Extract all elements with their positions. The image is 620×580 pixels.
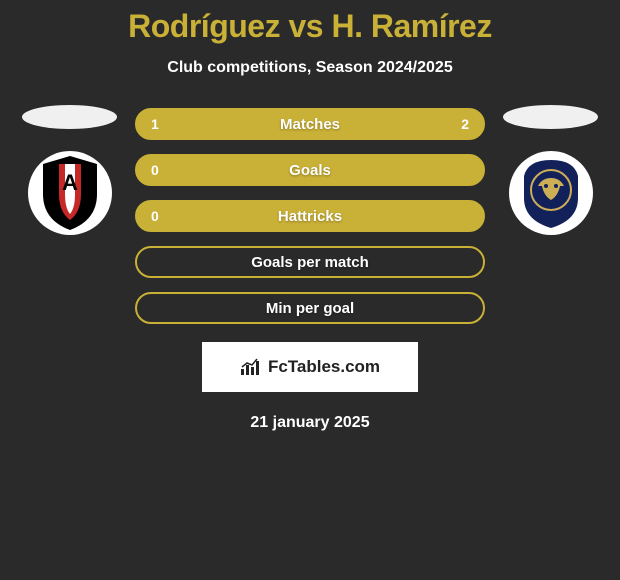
stat-row-min-per-goal: Min per goal	[135, 292, 485, 324]
right-marker	[503, 105, 598, 129]
subtitle: Club competitions, Season 2024/2025	[0, 59, 620, 77]
left-marker	[22, 105, 117, 129]
stats-column: 1 Matches 2 0 Goals 0 Hattricks Goals pe…	[135, 105, 485, 324]
brand-box[interactable]: FcTables.com	[202, 342, 418, 392]
left-player-column: A	[12, 105, 127, 235]
main-row: A 1 Matches 2 0 Goals 0 Hattricks	[0, 105, 620, 324]
page-title: Rodríguez vs H. Ramírez	[0, 8, 620, 45]
right-player-column	[493, 105, 608, 235]
shield-icon: A	[35, 154, 105, 232]
svg-text:A: A	[62, 170, 78, 195]
date: 21 january 2025	[0, 414, 620, 432]
brand-text: FcTables.com	[268, 357, 380, 377]
stat-label: Goals	[289, 162, 331, 179]
badge-icon	[516, 156, 586, 230]
chart-icon	[240, 358, 262, 376]
stat-row-hattricks: 0 Hattricks	[135, 200, 485, 232]
stat-right-value: 2	[461, 116, 469, 132]
stat-label: Hattricks	[278, 208, 342, 225]
stat-row-goals: 0 Goals	[135, 154, 485, 186]
stat-label: Goals per match	[251, 254, 369, 271]
stat-label: Min per goal	[266, 300, 354, 317]
stat-row-goals-per-match: Goals per match	[135, 246, 485, 278]
comparison-card: Rodríguez vs H. Ramírez Club competition…	[0, 0, 620, 432]
stat-label: Matches	[280, 116, 340, 133]
left-team-crest: A	[28, 151, 112, 235]
right-team-crest	[509, 151, 593, 235]
stat-left-value: 1	[151, 116, 159, 132]
stat-left-value: 0	[151, 208, 159, 224]
stat-left-value: 0	[151, 162, 159, 178]
stat-row-matches: 1 Matches 2	[135, 108, 485, 140]
